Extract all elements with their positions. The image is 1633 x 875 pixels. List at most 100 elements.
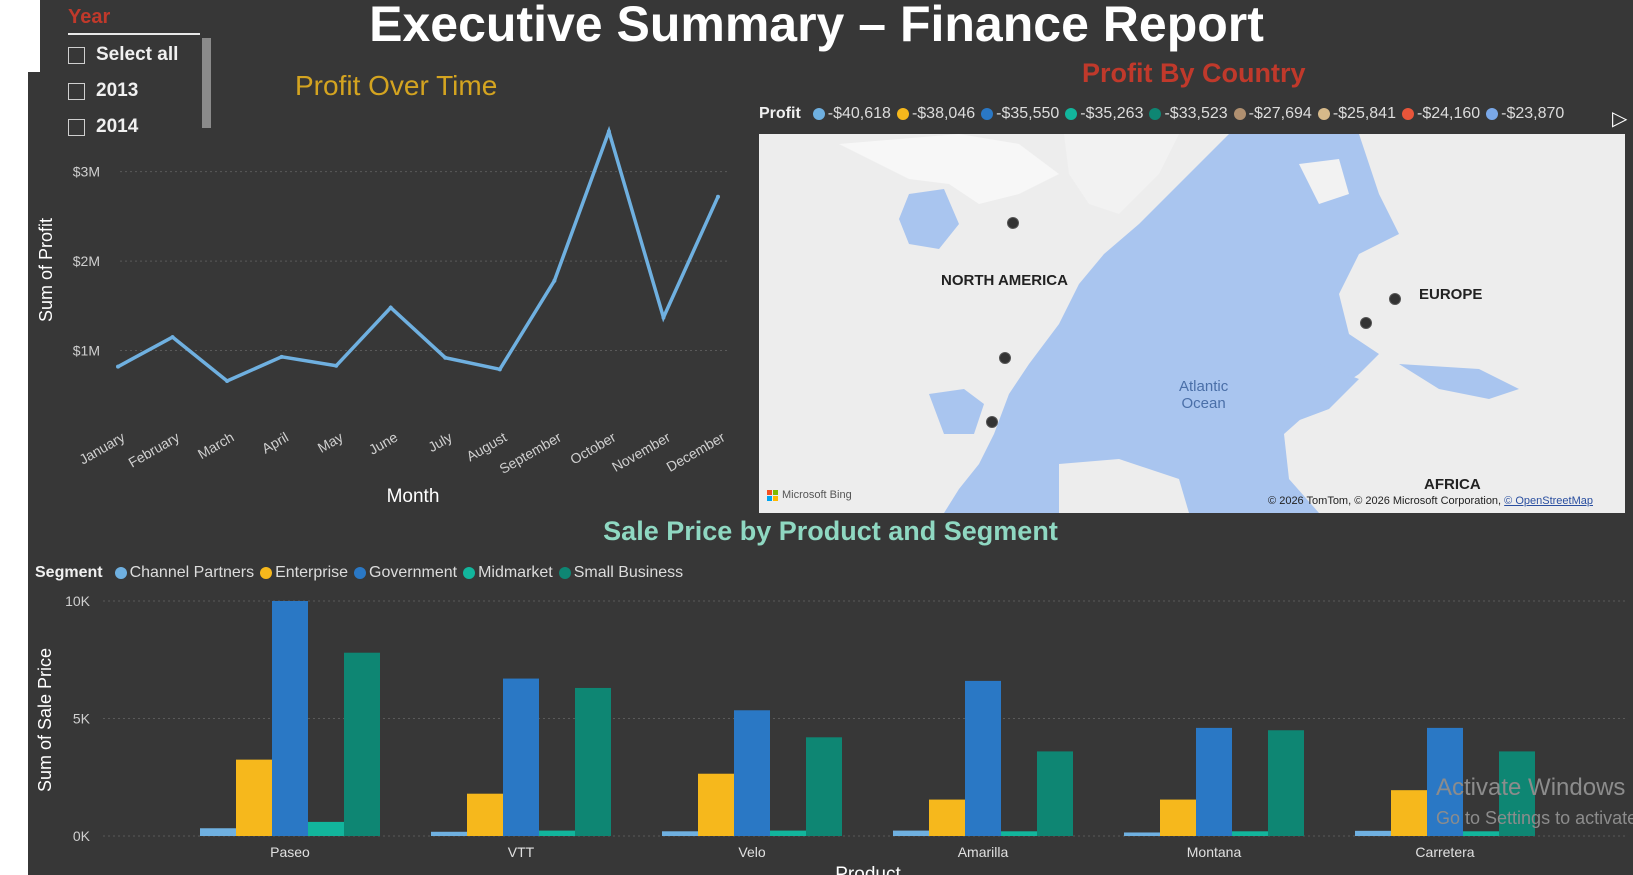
map-marker-germany[interactable] xyxy=(1389,293,1401,305)
x-tick-label: April xyxy=(259,429,291,457)
legend-dot xyxy=(1486,108,1499,120)
bar-velo-channel-partners xyxy=(662,831,698,836)
legend-item-small-business[interactable]: Small Business xyxy=(558,564,683,582)
x-tick-label: November xyxy=(609,429,673,475)
legend-title: Profit xyxy=(759,105,801,122)
sale-price-bar-chart[interactable]: 0K 5K 10K Paseo VTT Velo Amarilla Montana Carret… xyxy=(28,585,1633,875)
legend-label: Government xyxy=(369,564,458,581)
legend-dot xyxy=(260,567,273,579)
slicer-item-label: 2014 xyxy=(96,116,139,137)
window-gap xyxy=(0,0,40,72)
x-tick-label: March xyxy=(195,429,237,462)
legend-item-35-263[interactable]: -$35,263 xyxy=(1065,105,1143,123)
legend-item-channel-partners[interactable]: Channel Partners xyxy=(114,564,255,582)
map-marker-mexico[interactable] xyxy=(986,416,998,428)
legend-label: Midmarket xyxy=(478,564,553,581)
slicer-underline xyxy=(68,33,200,35)
data-point-february xyxy=(170,335,175,340)
legend-item-40-618[interactable]: -$40,618 xyxy=(812,105,891,123)
x-tick-label: July xyxy=(425,429,455,455)
legend-dot xyxy=(1317,108,1330,120)
data-point-november xyxy=(661,315,666,320)
checkbox[interactable] xyxy=(68,46,85,64)
legend-label: -$27,694 xyxy=(1248,105,1312,122)
legend-label: -$35,550 xyxy=(996,105,1060,122)
legend-dot xyxy=(1065,108,1078,120)
map-label-north-america: NORTH AMERICA xyxy=(941,272,1068,289)
map-marker-canada[interactable] xyxy=(1007,217,1019,229)
bar-amarilla-small-business xyxy=(1037,751,1073,836)
x-tick-label: September xyxy=(497,429,565,477)
year-slicer[interactable]: Year Select all 2013 2014 xyxy=(40,0,212,137)
ocean-line-1: Atlantic xyxy=(1179,378,1229,395)
legend-item-33-523[interactable]: -$33,523 xyxy=(1149,105,1228,123)
x-tick-label: Paseo xyxy=(270,844,310,860)
bar-amarilla-enterprise xyxy=(929,799,965,836)
x-axis-title: Month xyxy=(387,486,440,507)
bar-montana-midmarket xyxy=(1232,831,1268,836)
slicer-item-2013[interactable]: 2013 xyxy=(68,78,138,104)
legend-dot xyxy=(981,108,994,120)
bar-vtt-small-business xyxy=(575,687,611,836)
bar-velo-enterprise xyxy=(698,773,734,836)
legend-item-government[interactable]: Government xyxy=(354,564,457,582)
map-attribution: © 2026 TomTom, © 2026 Microsoft Corporat… xyxy=(1268,495,1593,507)
data-point-october xyxy=(606,129,611,134)
bing-label: Microsoft Bing xyxy=(782,489,852,501)
legend-label: -$40,618 xyxy=(827,105,891,122)
data-point-august xyxy=(497,367,502,372)
x-tick-label: Montana xyxy=(1187,844,1242,860)
bar-vtt-midmarket xyxy=(539,830,575,836)
legend-item-midmarket[interactable]: Midmarket xyxy=(463,564,553,582)
legend-item-enterprise[interactable]: Enterprise xyxy=(260,564,348,582)
activate-windows-watermark: Activate Windows Go to Settings to activ… xyxy=(1436,773,1633,833)
legend-item-27-694[interactable]: -$27,694 xyxy=(1233,105,1312,123)
legend-dot xyxy=(1149,108,1162,120)
legend-item-38-046[interactable]: -$38,046 xyxy=(896,105,975,123)
map-land xyxy=(759,134,1625,513)
chevron-right-icon[interactable]: ▷ xyxy=(1612,108,1628,130)
legend-item-24-160[interactable]: -$24,160 xyxy=(1401,105,1480,123)
bar-paseo-midmarket xyxy=(308,821,344,836)
bar-carretera-government xyxy=(1427,727,1463,836)
legend-label: Channel Partners xyxy=(129,564,255,581)
checkbox[interactable] xyxy=(68,82,85,100)
bar-paseo-government xyxy=(272,601,308,836)
y-tick-label: $1M xyxy=(73,343,100,359)
attribution-text: © 2026 TomTom, © 2026 Microsoft Corporat… xyxy=(1268,495,1502,507)
bar-montana-channel-partners xyxy=(1124,832,1160,836)
ocean-line-2: Ocean xyxy=(1181,395,1226,412)
data-point-july xyxy=(443,355,448,360)
slicer-item-select-all[interactable]: Select all xyxy=(68,42,178,68)
checkbox[interactable] xyxy=(68,118,85,136)
slicer-scrollbar[interactable] xyxy=(202,38,211,128)
y-tick-label: 10K xyxy=(65,593,91,609)
legend-item-23-870[interactable]: -$23,870 xyxy=(1486,105,1564,123)
bar-montana-small-business xyxy=(1268,730,1304,836)
watermark-line-1: Activate Windows xyxy=(1436,774,1626,801)
country-map[interactable]: NORTH AMERICA EUROPE AFRICA Atlantic Oce… xyxy=(759,134,1625,513)
watermark-line-2: Go to Settings to activate xyxy=(1436,808,1633,828)
map-marker-france[interactable] xyxy=(1360,317,1372,329)
legend-item-25-841[interactable]: -$25,841 xyxy=(1317,105,1396,123)
bar-carretera-channel-partners xyxy=(1355,830,1391,836)
data-point-may xyxy=(334,363,339,368)
profit-series-line xyxy=(117,125,720,383)
y-tick-label: 5K xyxy=(73,711,91,727)
slicer-item-2014[interactable]: 2014 xyxy=(68,114,138,140)
segment-legend: Segment Channel Partners Enterprise Govern… xyxy=(35,564,689,582)
legend-dot xyxy=(558,567,571,579)
legend-item-35-550[interactable]: -$35,550 xyxy=(981,105,1059,123)
x-tick-label: January xyxy=(76,429,127,468)
bar-velo-midmarket xyxy=(770,830,806,836)
legend-dot xyxy=(463,567,476,579)
x-axis-title: Product xyxy=(835,864,901,875)
map-marker-united-states[interactable] xyxy=(999,352,1011,364)
openstreetmap-link[interactable]: © OpenStreetMap xyxy=(1504,495,1593,507)
bar-carretera-enterprise xyxy=(1391,790,1427,836)
data-point-april xyxy=(279,354,284,359)
x-tick-label: Velo xyxy=(738,844,765,860)
legend-dot xyxy=(1233,108,1246,120)
bar-amarilla-channel-partners xyxy=(893,830,929,836)
